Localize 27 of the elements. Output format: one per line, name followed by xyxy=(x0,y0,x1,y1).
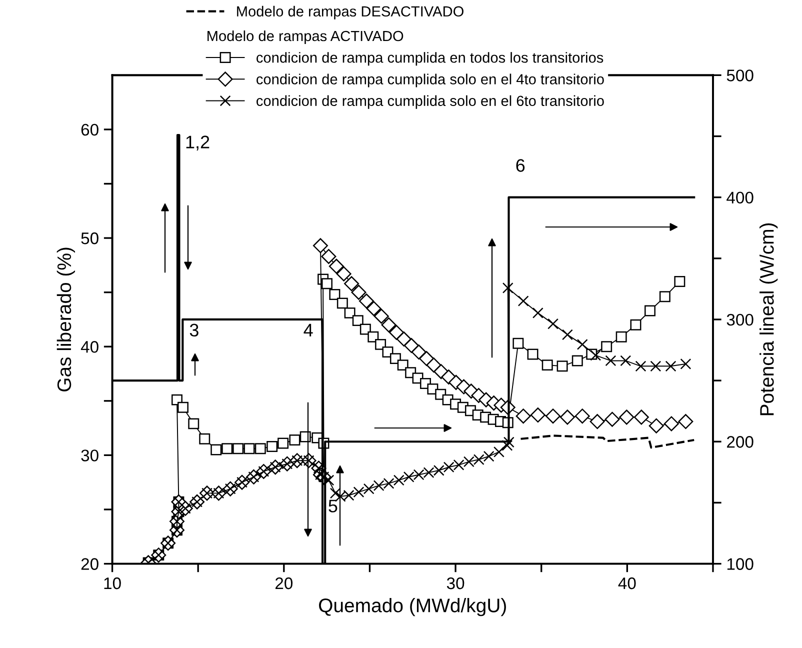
annotation: 3 xyxy=(190,324,198,337)
y2-tick-label: 100 xyxy=(727,558,754,570)
legend-label: condicion de rampa cumplida en todos los transitorios xyxy=(256,52,604,66)
y-tick-label: 50 xyxy=(81,232,98,244)
y2-axis-title: Potencia lineal (W/cm) xyxy=(760,223,778,416)
x-axis-title: Quemado (MWd/kgU) xyxy=(319,598,506,616)
legend-label: Modelo de rampas DESACTIVADO xyxy=(237,6,464,20)
y2-tick-label: 200 xyxy=(727,436,754,448)
annotation: 4 xyxy=(304,324,313,336)
annotation: 1,2 xyxy=(186,136,210,151)
annotation: 5 xyxy=(328,500,338,512)
legend-label: condicion de rampa cumplida solo en el 4to transitorio xyxy=(256,74,604,88)
y-axis-title: Gas liberado (%) xyxy=(56,248,75,392)
x-tick-label: 30 xyxy=(446,577,464,590)
legend-label: condicion de rampa cumplida solo en el 6to transitorio xyxy=(256,95,604,109)
y-tick-label: 60 xyxy=(81,124,98,136)
x-tick-label: 20 xyxy=(275,577,293,590)
x-tick-label: 40 xyxy=(618,577,636,590)
y2-tick-label: 400 xyxy=(726,192,754,204)
y-tick-label: 30 xyxy=(81,450,98,462)
y-tick-label: 20 xyxy=(81,558,98,570)
y2-tick-label: 300 xyxy=(726,314,754,326)
legend-title: Modelo de rampas ACTIVADO xyxy=(208,30,404,44)
annotation: 6 xyxy=(516,159,525,172)
y-tick-label: 40 xyxy=(80,341,98,353)
x-tick-label: 10 xyxy=(104,577,121,590)
y2-tick-label: 500 xyxy=(726,70,754,82)
